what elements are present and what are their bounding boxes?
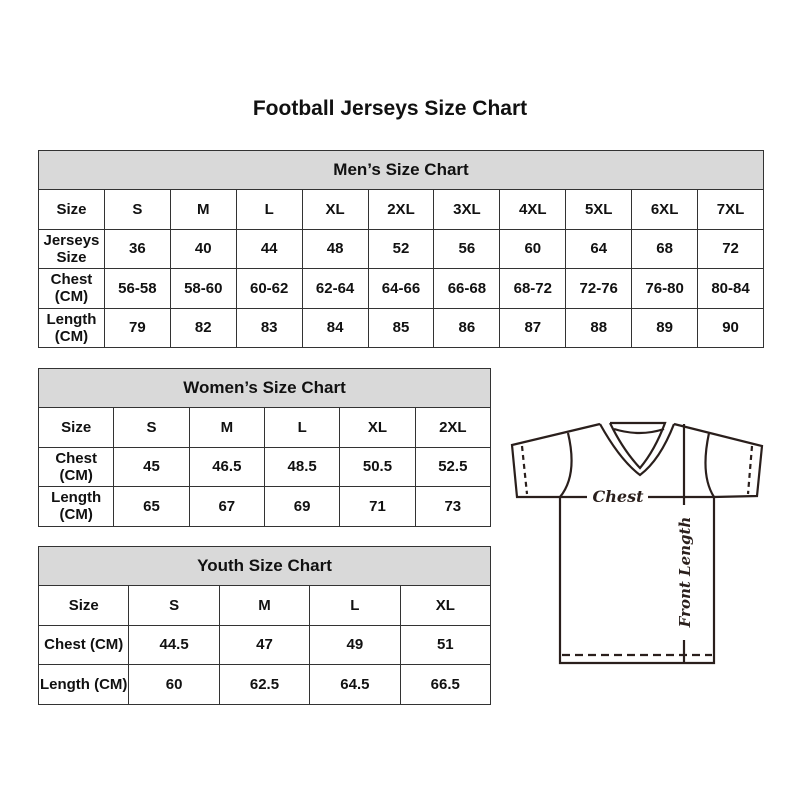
- youth-size-table: Youth Size Chart Size S M L XL Chest (CM) 44.5 4…: [37, 546, 492, 705]
- table-cell: 88: [565, 307, 633, 348]
- row-label: Chest (CM): [38, 268, 105, 309]
- table-cell: 67: [188, 486, 265, 527]
- table-row: Length (CM) 60 62.5 64.5 66.5: [37, 664, 492, 705]
- women-table-heading: Women’s Size Chart: [38, 368, 491, 408]
- chest-label: Chest: [593, 487, 645, 506]
- table-cell: 40: [169, 228, 237, 269]
- table-cell: 68: [631, 228, 699, 269]
- mens-size-table: Men’s Size Chart Size S M L XL 2XL 3XL 4XL 5XL 6XL…: [38, 150, 764, 348]
- table-cell: 80-84: [697, 268, 764, 309]
- table-cell: 7XL: [697, 189, 764, 230]
- table-cell: 85: [367, 307, 435, 348]
- row-label: Size: [37, 407, 115, 448]
- table-cell: 56-58: [103, 268, 171, 309]
- table-cell: 68-72: [499, 268, 567, 309]
- row-label: Chest (CM): [37, 624, 130, 665]
- table-cell: 79: [103, 307, 171, 348]
- front-length-label: Front Length: [676, 517, 694, 629]
- table-cell: M: [218, 585, 311, 626]
- table-row: Size S M L XL: [37, 585, 492, 626]
- table-row: Size S M L XL 2XL: [37, 407, 492, 448]
- table-cell: L: [263, 407, 341, 448]
- table-cell: 44.5: [128, 624, 220, 665]
- sleeve-seams: [559, 432, 715, 498]
- table-row: Chest (CM) 45 46.5 48.5 50.5 52.5: [37, 446, 492, 487]
- table-cell: 62.5: [218, 664, 311, 705]
- table-cell: 5XL: [565, 189, 633, 230]
- table-cell: 90: [697, 307, 764, 348]
- table-cell: 66.5: [399, 664, 492, 705]
- table-cell: 52: [367, 228, 435, 269]
- table-cell: 60: [128, 664, 220, 705]
- row-label: Size: [38, 189, 105, 230]
- table-cell: 49: [309, 624, 401, 665]
- table-cell: 36: [103, 228, 171, 269]
- table-row: Jerseys Size 36 40 44 48 52 56 60 64 68 72: [38, 228, 764, 269]
- table-cell: XL: [399, 585, 492, 626]
- table-cell: 69: [263, 486, 341, 527]
- table-cell: 76-80: [631, 268, 699, 309]
- table-row: Size S M L XL 2XL 3XL 4XL 5XL 6XL 7XL: [38, 189, 764, 230]
- table-cell: S: [128, 585, 220, 626]
- table-cell: 46.5: [188, 446, 265, 487]
- table-cell: 45: [113, 446, 190, 487]
- table-cell: 64: [565, 228, 633, 269]
- table-cell: 89: [631, 307, 699, 348]
- men-table-heading: Men’s Size Chart: [38, 150, 764, 190]
- table-cell: 48.5: [263, 446, 341, 487]
- shirt-outline: [510, 422, 764, 665]
- table-cell: 2XL: [414, 407, 492, 448]
- table-cell: 83: [235, 307, 303, 348]
- table-cell: S: [113, 407, 190, 448]
- table-cell: 6XL: [631, 189, 699, 230]
- sleeve-hems: [520, 445, 754, 495]
- womens-size-table: Women’s Size Chart Size S M L XL 2XL Chest (CM)…: [37, 368, 492, 527]
- row-label: Chest (CM): [37, 446, 115, 487]
- table-cell: 72: [697, 228, 764, 269]
- row-label: Length (CM): [37, 486, 115, 527]
- table-cell: 47: [218, 624, 311, 665]
- table-cell: 73: [414, 486, 492, 527]
- youth-table-heading: Youth Size Chart: [38, 546, 491, 586]
- table-cell: 65: [113, 486, 190, 527]
- table-cell: 52.5: [414, 446, 492, 487]
- table-cell: 58-60: [169, 268, 237, 309]
- table-row: Length (CM) 65 67 69 71 73: [37, 486, 492, 527]
- table-row: Chest (CM) 44.5 47 49 51: [37, 624, 492, 665]
- table-cell: 44: [235, 228, 303, 269]
- table-cell: 84: [301, 307, 369, 348]
- table-cell: XL: [339, 407, 416, 448]
- table-row: Length (CM) 79 82 83 84 85 86 87 88 89 90: [38, 307, 764, 348]
- row-label: Length (CM): [38, 307, 105, 348]
- page-title: Football Jerseys Size Chart: [252, 97, 528, 120]
- table-cell: 87: [499, 307, 567, 348]
- row-label: Jerseys Size: [38, 228, 105, 269]
- table-cell: 86: [433, 307, 501, 348]
- table-row: Chest (CM) 56-58 58-60 60-62 62-64 64-66 66-68…: [38, 268, 764, 309]
- table-cell: 71: [339, 486, 416, 527]
- row-label: Length (CM): [37, 664, 130, 705]
- table-cell: 60: [499, 228, 567, 269]
- table-cell: L: [235, 189, 303, 230]
- shirt-collar: [599, 421, 676, 477]
- table-cell: XL: [301, 189, 369, 230]
